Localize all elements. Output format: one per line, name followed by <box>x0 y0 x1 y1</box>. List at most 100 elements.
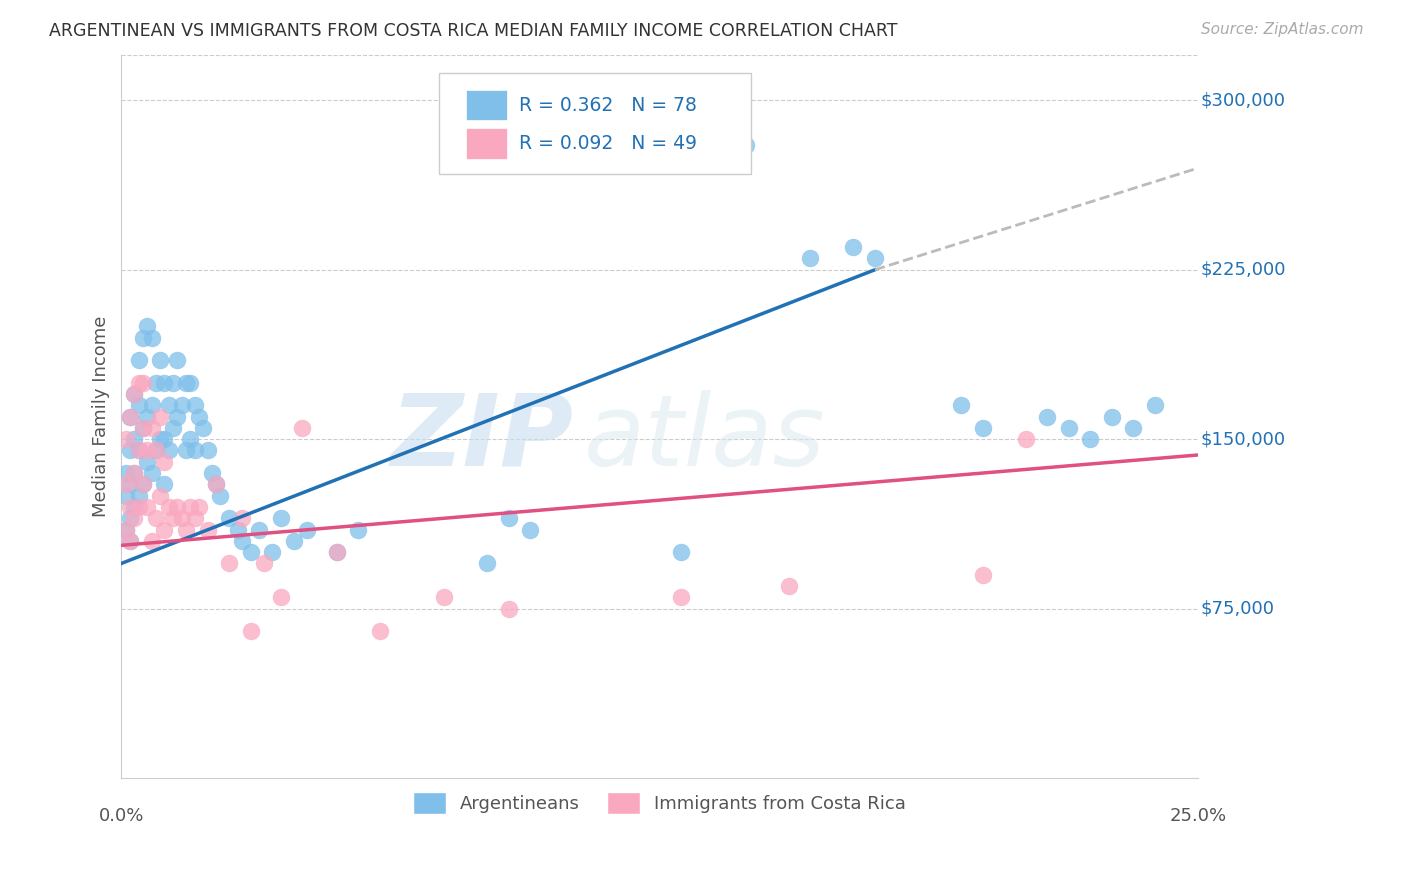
Point <box>136 500 159 514</box>
Point <box>270 511 292 525</box>
Point <box>153 455 176 469</box>
Point <box>132 477 155 491</box>
Text: R = 0.362   N = 78: R = 0.362 N = 78 <box>519 95 696 114</box>
Point <box>519 523 541 537</box>
Point <box>124 387 146 401</box>
Point <box>262 545 284 559</box>
Point <box>972 567 994 582</box>
Point <box>291 421 314 435</box>
Text: Source: ZipAtlas.com: Source: ZipAtlas.com <box>1201 22 1364 37</box>
Point <box>153 523 176 537</box>
Point <box>174 376 197 390</box>
Point <box>1143 398 1166 412</box>
Point <box>239 624 262 639</box>
Text: $150,000: $150,000 <box>1201 430 1285 448</box>
Point <box>157 443 180 458</box>
Point <box>477 557 499 571</box>
Point <box>114 477 136 491</box>
Point <box>136 319 159 334</box>
Point <box>114 523 136 537</box>
Point <box>132 376 155 390</box>
Point <box>141 466 163 480</box>
Point <box>187 409 209 424</box>
Point <box>128 443 150 458</box>
Point <box>118 511 141 525</box>
Text: R = 0.092   N = 49: R = 0.092 N = 49 <box>519 134 696 153</box>
Point <box>124 511 146 525</box>
Point <box>141 330 163 344</box>
Point <box>124 500 146 514</box>
Point <box>124 466 146 480</box>
Text: 25.0%: 25.0% <box>1170 807 1226 825</box>
Point <box>132 330 155 344</box>
Point <box>231 511 253 525</box>
Point <box>1122 421 1144 435</box>
Point <box>231 533 253 548</box>
Point <box>132 477 155 491</box>
Point <box>145 443 167 458</box>
Point <box>1014 432 1036 446</box>
Point <box>162 511 184 525</box>
Point <box>145 511 167 525</box>
Point <box>118 409 141 424</box>
Point <box>498 511 520 525</box>
Point <box>124 466 146 480</box>
Point <box>179 500 201 514</box>
Point <box>149 432 172 446</box>
Point <box>145 443 167 458</box>
Point <box>141 533 163 548</box>
Point <box>187 500 209 514</box>
Point <box>179 432 201 446</box>
Text: $75,000: $75,000 <box>1201 599 1274 617</box>
Point <box>162 421 184 435</box>
Text: ZIP: ZIP <box>391 390 574 487</box>
Point <box>162 376 184 390</box>
Point <box>239 545 262 559</box>
Y-axis label: Median Family Income: Median Family Income <box>93 316 110 517</box>
Point <box>118 443 141 458</box>
Point <box>128 489 150 503</box>
Point <box>325 545 347 559</box>
Point <box>114 432 136 446</box>
Point <box>118 500 141 514</box>
Point <box>218 511 240 525</box>
Point <box>128 353 150 368</box>
Point <box>183 443 205 458</box>
Point <box>183 398 205 412</box>
Point <box>118 533 141 548</box>
Point <box>132 421 155 435</box>
Point <box>157 500 180 514</box>
Point <box>124 387 146 401</box>
Point <box>1078 432 1101 446</box>
Point <box>174 523 197 537</box>
Point <box>136 443 159 458</box>
Point <box>498 601 520 615</box>
Bar <box>465 90 506 120</box>
Legend: Argentineans, Immigrants from Costa Rica: Argentineans, Immigrants from Costa Rica <box>406 785 914 821</box>
Point <box>166 353 188 368</box>
Point <box>157 398 180 412</box>
Point <box>149 409 172 424</box>
Point <box>170 511 193 525</box>
Point <box>197 443 219 458</box>
Point <box>1057 421 1080 435</box>
Point <box>201 466 224 480</box>
Point <box>145 376 167 390</box>
Point <box>118 409 141 424</box>
Point <box>124 432 146 446</box>
Point <box>778 579 800 593</box>
Text: $300,000: $300,000 <box>1201 91 1285 110</box>
Point <box>128 443 150 458</box>
Text: ARGENTINEAN VS IMMIGRANTS FROM COSTA RICA MEDIAN FAMILY INCOME CORRELATION CHART: ARGENTINEAN VS IMMIGRANTS FROM COSTA RIC… <box>49 22 897 40</box>
Point <box>197 523 219 537</box>
Point <box>128 500 150 514</box>
Point <box>799 252 821 266</box>
Point <box>325 545 347 559</box>
Point <box>166 409 188 424</box>
Point <box>247 523 270 537</box>
Point <box>118 477 141 491</box>
Point <box>114 489 136 503</box>
Point <box>128 398 150 412</box>
Point <box>226 523 249 537</box>
Point <box>174 443 197 458</box>
